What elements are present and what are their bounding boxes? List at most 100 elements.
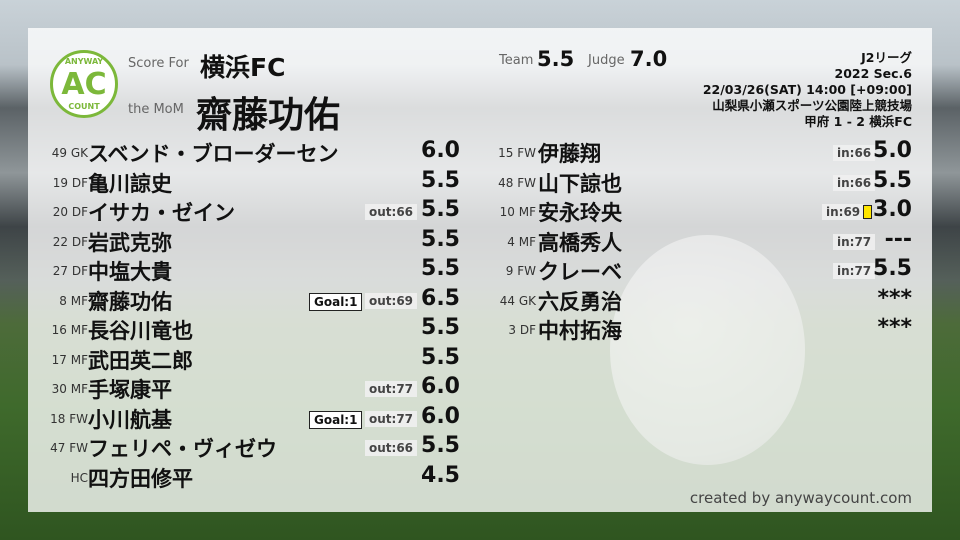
player-name: 手塚康平 [88,378,172,402]
player-score: 5.5 [421,256,460,281]
starter-row: 16 MF 長谷川竜也 5.5 [28,315,468,343]
judge-score-label: Judge [588,53,625,68]
logo-top-text: ANYWAY [64,57,104,66]
logo-center-text: AC [61,66,107,102]
starter-row: 8 MF 齋藤功佑 Goal:1 out:69 6.5 [28,286,468,314]
player-name: 安永玲央 [538,201,622,225]
number-position: 30 MF [51,382,88,396]
player-score: 5.5 [421,167,460,193]
player-score: 5.5 [421,433,460,458]
number-position: 17 MF [51,352,88,367]
player-score: 5.0 [873,138,912,163]
sub-row: 10 MF 安永玲央 in:69 3.0 [476,197,916,225]
number-position: 18 FW [50,411,88,426]
player-name: スベンド・ブローダーセン [88,142,339,166]
number-position: 8 MF [59,293,88,308]
player-score: 5.5 [421,197,460,222]
number-position: 47 FW [50,441,88,455]
starter-row: 27 DF 中塩大貴 5.5 [28,256,468,284]
number-position: 48 FW [498,175,536,190]
score-panel [28,28,932,512]
number-position: 10 MF [499,205,536,219]
starter-row: HC 四方田修平 4.5 [28,463,468,491]
player-score: 5.5 [421,344,460,370]
number-position: 44 GK [499,293,536,308]
number-position: 16 MF [51,323,88,337]
sub-row: 4 MF 高橋秀人 in:77 --- [476,227,916,255]
starter-row: 47 FW フェリペ・ヴィゼウ out:66 5.5 [28,433,468,461]
number-position: 3 DF [508,323,536,337]
number-position: 27 DF [52,264,88,278]
player-score: 6.0 [421,403,460,429]
match-result: 甲府 1 - 2 横浜FC [804,114,912,129]
judge-score: 7.0 [630,47,668,71]
sub-in-badge: in:77 [833,233,876,250]
player-name: 齋藤功佑 [88,289,172,314]
player-name: 高橋秀人 [538,230,622,255]
sub-in-badge: in:66 [833,174,876,191]
player-score: *** [877,315,912,340]
number-position: 49 GK [51,146,88,160]
sub-row: 3 DF 中村拓海 *** [476,315,916,343]
player-score: --- [884,226,912,252]
player-name: 六反勇治 [538,289,622,314]
sub-row: 44 GK 六反勇治 *** [476,286,916,314]
match-datetime: 22/03/26(SAT) 14:00 [+09:00] [702,82,912,97]
number-position: 19 DF [52,175,88,190]
player-score: 5.5 [873,256,912,281]
player-name: 亀川諒史 [88,171,172,196]
player-name: 伊藤翔 [538,142,601,166]
player-score: 6.0 [421,138,460,163]
sub-in-badge: in:69 [822,204,865,220]
player-name: フェリペ・ヴィゼウ [88,437,277,461]
goal-badge: Goal:1 [309,292,363,311]
player-name: 武田英二郎 [88,348,193,373]
player-name: 中村拓海 [538,319,622,343]
sub-out-badge: out:66 [365,204,418,220]
player-name: 岩武克弥 [88,230,172,255]
starter-row: 18 FW 小川航基 Goal:1 out:77 6.0 [28,404,468,432]
player-score: 5.5 [421,315,460,340]
number-position: HC [70,470,88,485]
sub-row: 48 FW 山下諒也 in:66 5.5 [476,168,916,196]
player-name: イサカ・ゼイン [88,201,235,225]
yellow-card-icon [863,205,872,219]
player-score: 5.5 [873,167,912,193]
sub-out-badge: out:77 [365,381,418,397]
team-score-label: Team [499,53,534,68]
starter-row: 19 DF 亀川諒史 5.5 [28,168,468,196]
number-position: 15 FW [498,146,536,160]
number-position: 20 DF [52,205,88,219]
goal-badge: Goal:1 [309,410,363,429]
sub-out-badge: out:66 [365,440,418,456]
mom-name: 齋藤功佑 [196,95,341,136]
mom-label: the MoM [128,102,184,117]
starter-row: 17 MF 武田英二郎 5.5 [28,345,468,373]
player-score: 3.0 [873,197,912,222]
player-score: *** [877,285,912,311]
player-score: 6.5 [421,285,460,311]
logo-bottom-text: COUNT [68,102,100,111]
match-info: J2リーグ 2022 Sec.6 22/03/26(SAT) 14:00 [+0… [703,50,912,130]
team-name: 横浜FC [200,53,286,82]
credit: created by anywaycount.com [689,489,912,507]
player-score: 4.5 [421,462,460,488]
league: J2リーグ [861,50,912,65]
number-position: 4 MF [507,234,536,249]
score-for-label: Score For [128,56,189,71]
player-name: クレーベ [538,260,622,284]
anywaycount-logo: ANYWAY AC COUNT [50,50,118,118]
sub-out-badge: out:77 [365,410,418,427]
player-name: 山下諒也 [538,171,622,196]
sub-in-badge: in:66 [833,145,876,161]
starter-row: 22 DF 岩武克弥 5.5 [28,227,468,255]
starter-row: 30 MF 手塚康平 out:77 6.0 [28,374,468,402]
sub-row: 9 FW クレーベ in:77 5.5 [476,256,916,284]
number-position: 9 FW [505,264,536,278]
section: 2022 Sec.6 [834,66,912,81]
sub-row: 15 FW 伊藤翔 in:66 5.0 [476,138,916,166]
number-position: 22 DF [52,234,88,249]
venue: 山梨県小瀬スポーツ公園陸上競技場 [712,98,912,113]
player-score: 6.0 [421,374,460,399]
starter-row: 20 DF イサカ・ゼイン out:66 5.5 [28,197,468,225]
